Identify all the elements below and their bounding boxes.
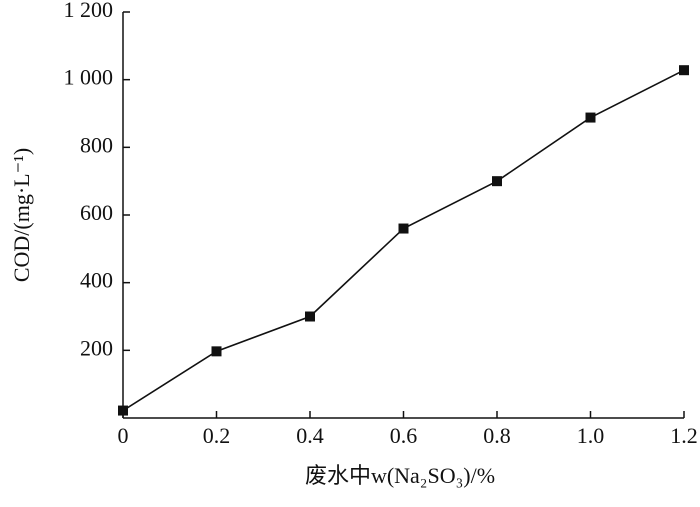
- y-tick-label: 1 200: [64, 0, 114, 22]
- y-tick-label: 200: [80, 335, 113, 360]
- y-tick-label: 1 000: [64, 65, 114, 90]
- marker: [118, 405, 128, 416]
- x-tick-label: 1.2: [670, 423, 698, 448]
- x-tick-label: 1.0: [577, 423, 605, 448]
- marker: [305, 311, 315, 322]
- marker: [398, 223, 409, 234]
- marker: [585, 112, 596, 123]
- y-tick-label: 400: [80, 268, 113, 293]
- x-tick-label: 0.8: [483, 423, 511, 448]
- y-axis-label: COD/(mg·L⁻¹): [9, 148, 34, 282]
- x-tick-label: 0.2: [203, 423, 231, 448]
- y-tick-label: 600: [80, 200, 113, 225]
- marker: [211, 346, 222, 357]
- y-tick-label: 800: [80, 132, 113, 157]
- x-tick-label: 0.4: [296, 423, 324, 448]
- x-axis-label: 废水中w(Na₂SO₃)/%: [305, 463, 495, 488]
- series-line: [122, 69, 685, 412]
- marker: [492, 176, 502, 187]
- x-tick-label: 0: [118, 423, 129, 448]
- marker: [679, 65, 689, 76]
- x-tick-label: 0.6: [390, 423, 418, 448]
